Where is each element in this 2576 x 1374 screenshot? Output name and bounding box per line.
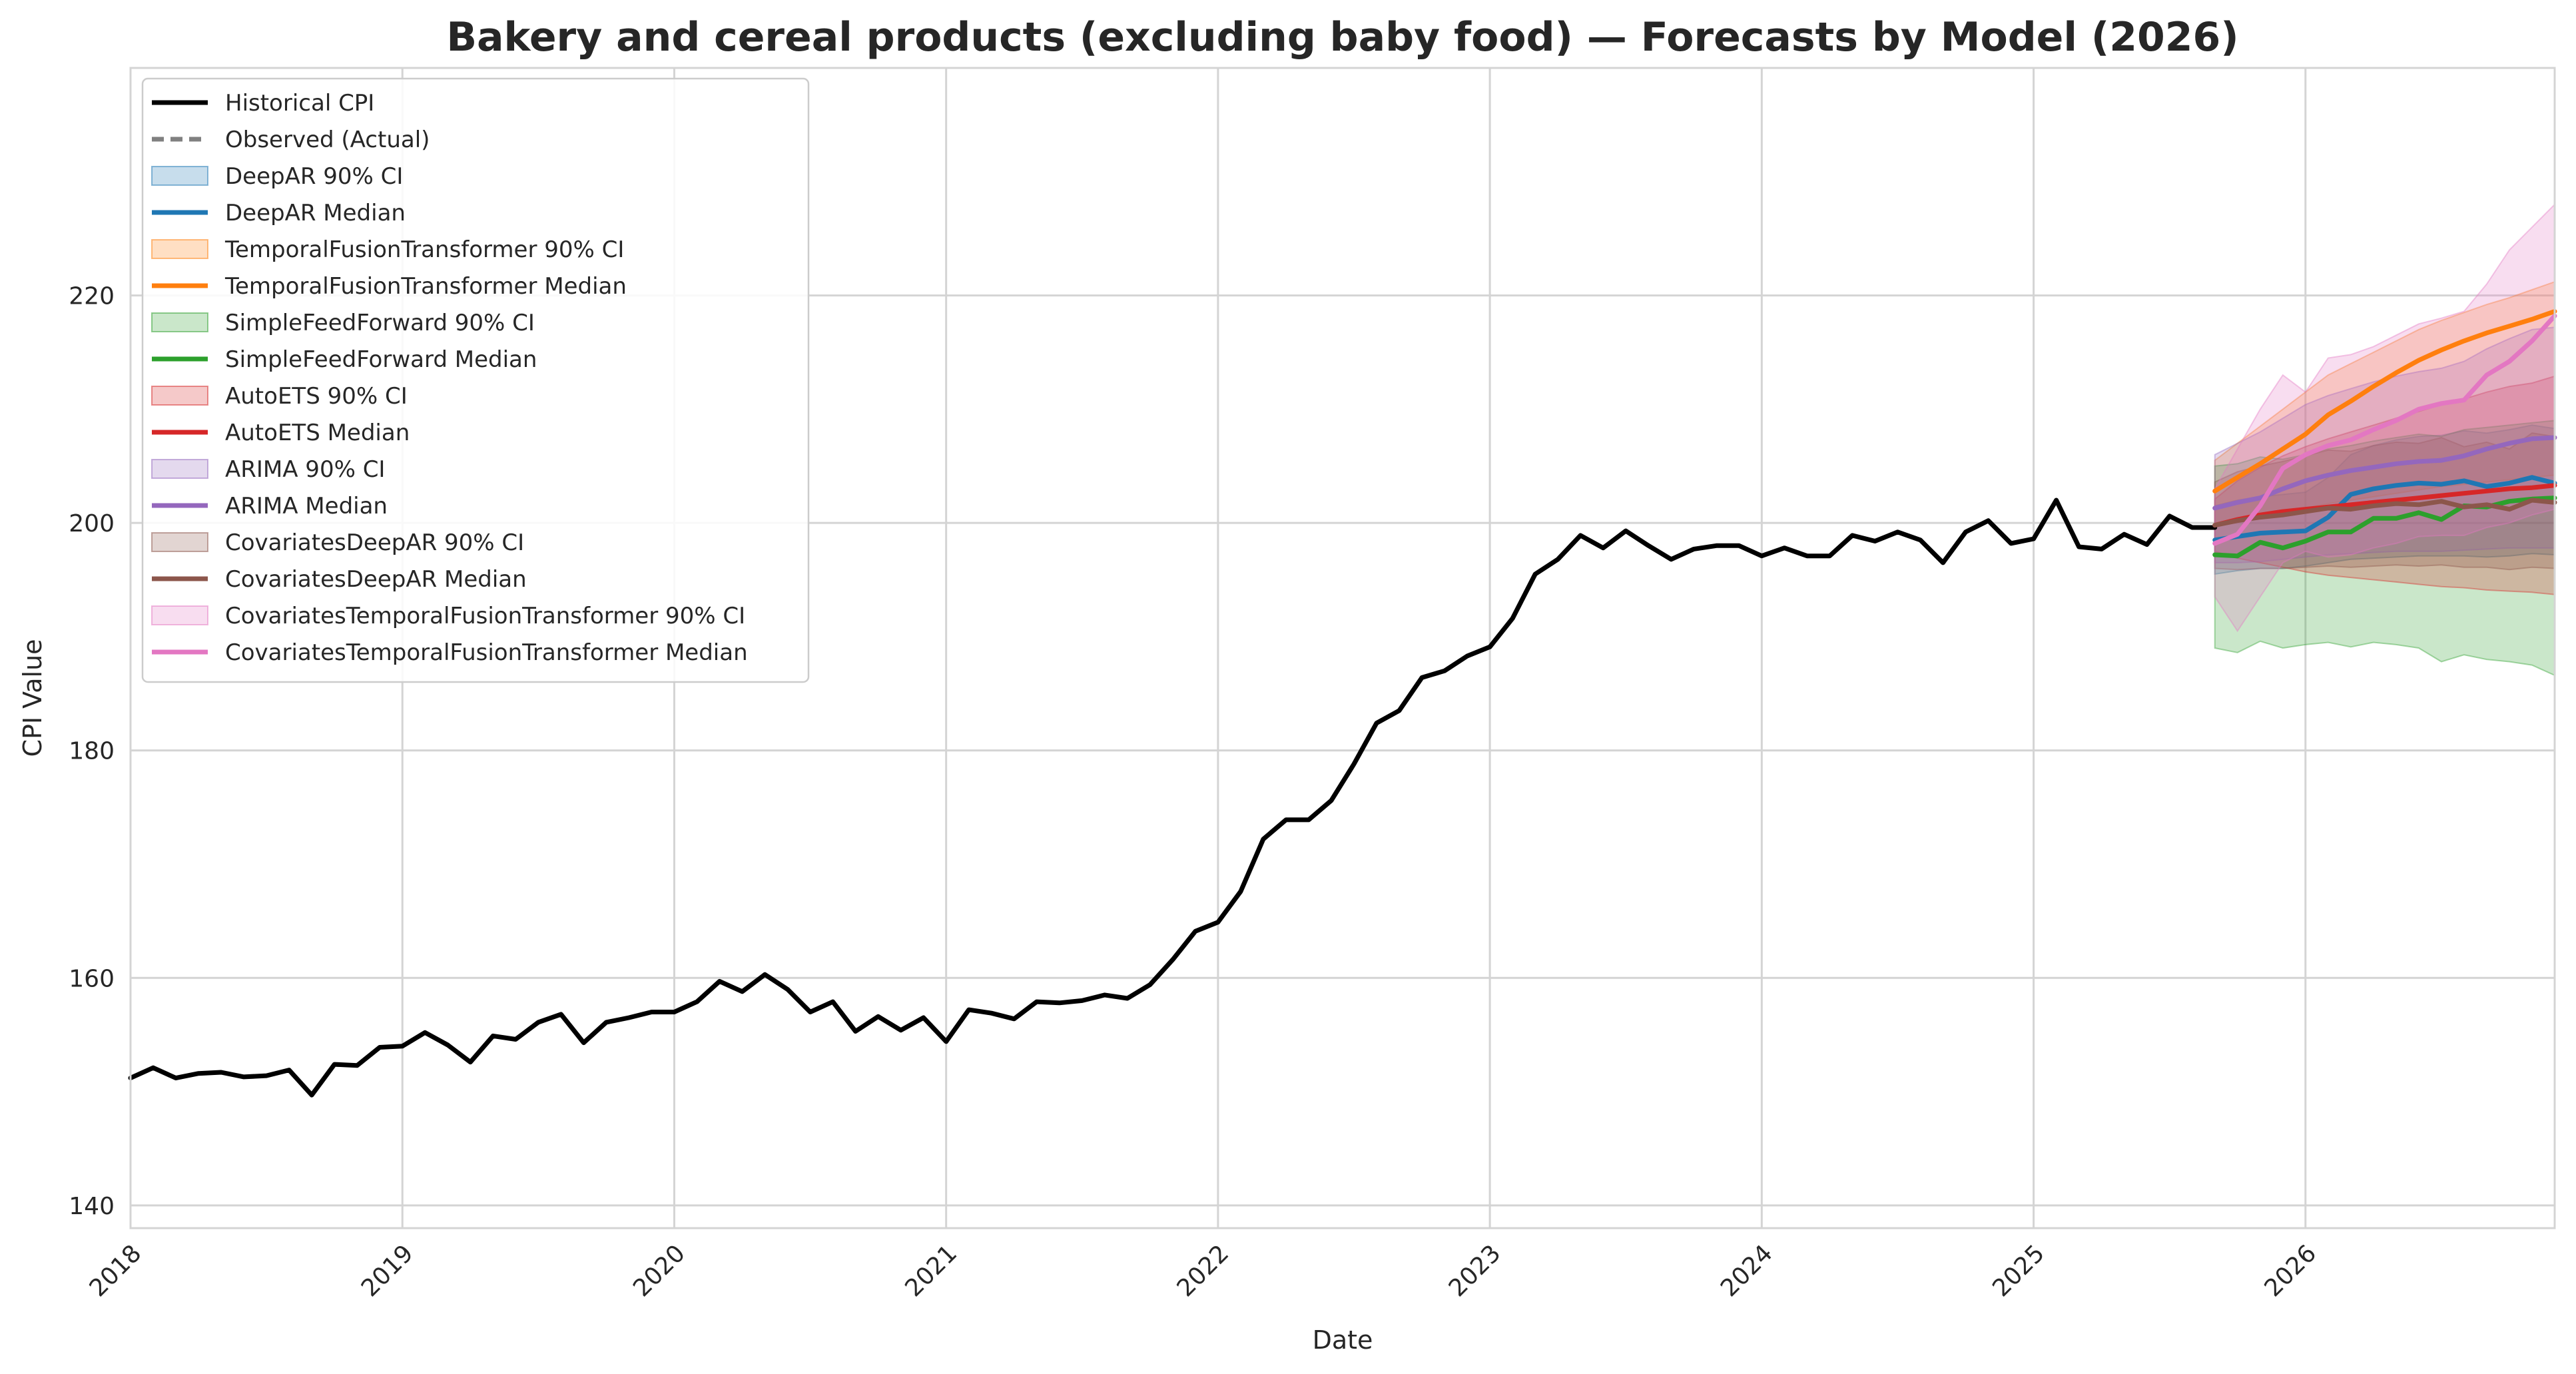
- simplefeedforward-median-line: [2212, 496, 2557, 559]
- legend-label: AutoETS 90% CI: [225, 383, 408, 410]
- y-tick-label: 180: [69, 738, 115, 765]
- deepar-median-line: [2212, 475, 2557, 543]
- arima-median-line: [2212, 435, 2557, 511]
- y-axis-label: CPI Value: [18, 639, 47, 757]
- legend-label: SimpleFeedForward Median: [225, 346, 537, 373]
- legend-ci-swatch: [151, 605, 208, 625]
- legend-label: TemporalFusionTransformer Median: [224, 273, 627, 300]
- y-tick-label: 160: [69, 965, 115, 992]
- legend-label: CovariatesTemporalFusionTransformer 90% …: [225, 603, 745, 629]
- legend-ci-swatch: [151, 386, 208, 406]
- legend-label: CovariatesDeepAR 90% CI: [225, 529, 524, 556]
- legend-ci-swatch: [151, 239, 208, 259]
- y-tick-label: 200: [69, 510, 115, 537]
- legend-ci-swatch: [151, 312, 208, 332]
- y-tick-label: 220: [69, 283, 115, 310]
- legend-label: Historical CPI: [225, 90, 374, 117]
- legend-ci-swatch: [151, 166, 208, 186]
- y-tick-label: 140: [69, 1193, 115, 1220]
- legend-label: DeepAR 90% CI: [225, 163, 403, 190]
- legend-label: CovariatesTemporalFusionTransformer Medi…: [225, 639, 748, 666]
- legend-label: CovariatesDeepAR Median: [225, 566, 527, 593]
- legend-label: ARIMA Median: [225, 493, 388, 519]
- legend-ci-swatch: [151, 459, 208, 479]
- legend-label: ARIMA 90% CI: [225, 456, 385, 483]
- x-axis-label: Date: [1313, 1325, 1373, 1355]
- chart-title: Bakery and cereal products (excluding ba…: [446, 14, 2238, 61]
- autoets-median-line: [2212, 483, 2557, 528]
- legend-label: TemporalFusionTransformer 90% CI: [224, 236, 624, 263]
- legend-ci-swatch: [151, 532, 208, 552]
- legend-label: AutoETS Median: [225, 420, 410, 446]
- covariatesdeepar-median-line: [2212, 498, 2557, 528]
- legend-label: DeepAR Median: [225, 200, 406, 226]
- legend-label: Observed (Actual): [225, 127, 430, 153]
- covariatestemporalfusiontransformer-median-line: [2212, 313, 2557, 546]
- legend-box: [141, 77, 810, 683]
- temporalfusiontransformer-median-line: [2212, 309, 2557, 494]
- plot-frame: [129, 67, 2556, 1229]
- legend-label: SimpleFeedForward 90% CI: [225, 310, 535, 336]
- legend: Historical CPI Observed (Actual) DeepAR 90…: [141, 77, 810, 683]
- historical-cpi-line: [128, 498, 2218, 1098]
